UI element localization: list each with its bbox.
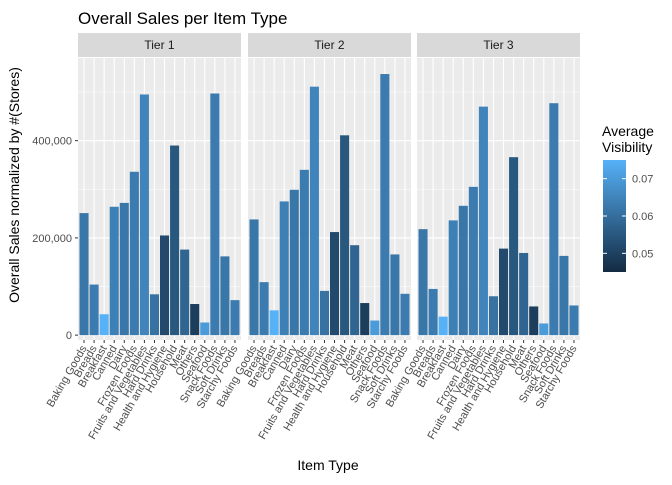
bar [539,323,549,336]
bar [380,74,390,336]
y-axis: 0 200,000 400,000 [32,136,78,342]
x-axis-label: Item Type [297,457,358,473]
bar [529,306,539,336]
bar [360,303,370,336]
y-axis-label: Overall Sales normalized by #(Stores) [6,67,22,303]
facet-strip [417,33,580,57]
facet-strip [248,33,411,57]
bar [488,296,498,336]
bar [109,206,119,336]
bar [458,205,468,336]
bar [200,322,210,336]
y-tick-label: 400,000 [32,136,72,148]
bar [519,252,529,336]
bar [400,293,410,336]
bar [350,245,360,336]
bar [259,282,269,336]
chart-title: Overall Sales per Item Type [78,9,287,28]
bar [289,189,299,336]
bar [428,288,438,336]
legend-title-line: Average [602,123,654,139]
bar [89,284,99,336]
bar [438,316,448,336]
bar [559,255,569,336]
bar [448,220,458,336]
bar [79,213,89,336]
legend-colorbar [603,160,626,272]
bar [340,135,350,336]
bar [569,305,579,336]
bar [279,201,289,336]
bar [478,106,488,336]
bar [190,304,200,336]
bar [210,93,220,336]
bar [269,310,279,336]
bar [139,94,149,336]
bar [180,249,190,336]
bar [129,171,139,336]
facet-strip [78,33,241,57]
bar [499,248,509,336]
bar [249,219,259,336]
legend-title-line: Visibility [602,139,652,155]
facet-strip-label: Tier 1 [144,38,175,52]
bar [468,186,478,336]
bar [230,300,240,336]
bar [170,145,180,336]
y-tick-label: 200,000 [32,233,72,245]
bar [418,229,428,336]
bar [319,290,329,336]
bar [299,169,309,336]
bar [119,202,129,336]
legend-tick-label: 0.07 [632,174,653,186]
bar [220,256,230,336]
bar [370,320,380,336]
bar [149,294,159,336]
legend-tick-label: 0.06 [632,211,653,223]
bar [549,103,559,336]
bar [509,157,519,336]
legend-tick-label: 0.05 [632,248,653,260]
facet-strip-label: Tier 2 [314,38,345,52]
bar [160,235,170,336]
bar [99,314,109,336]
y-tick-label: 0 [66,330,72,342]
bar [309,86,319,336]
facet-strip-label: Tier 3 [483,38,514,52]
bar [390,254,400,336]
bar [330,232,340,336]
